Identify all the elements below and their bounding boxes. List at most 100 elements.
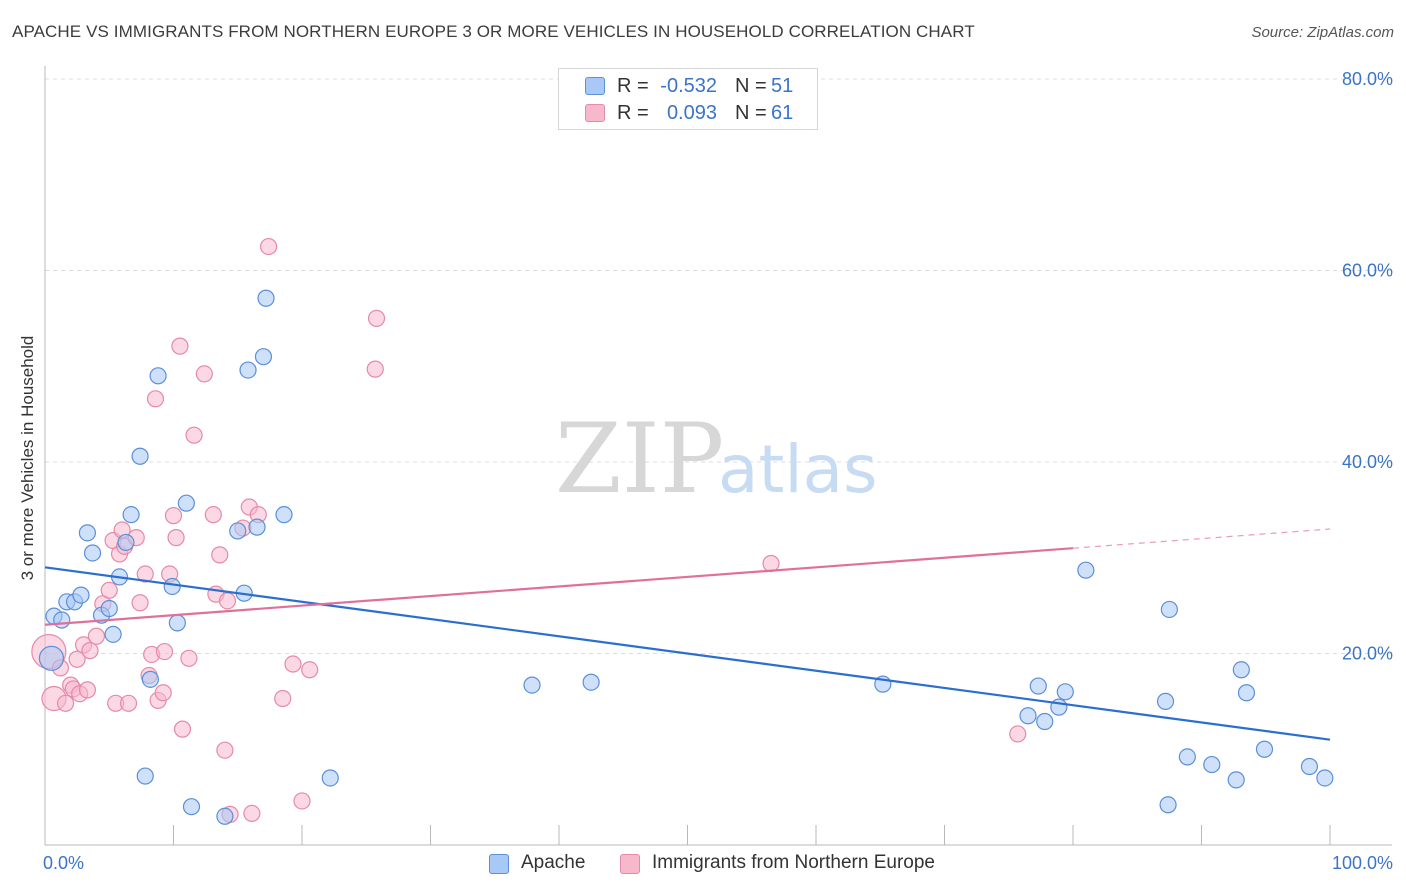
immigrants-point: [68, 650, 86, 668]
apache-point: [1227, 771, 1245, 789]
apache-point: [182, 798, 201, 816]
immigrants-point: [119, 694, 138, 712]
apache-points: [38, 289, 1334, 825]
immigrants-point: [284, 655, 302, 673]
apache-point: [136, 767, 154, 785]
immigrants-points: [31, 237, 1027, 823]
apache-point: [72, 586, 90, 604]
apache-point: [1056, 683, 1074, 701]
immigrants-point: [154, 684, 172, 702]
trend-lines: [44, 528, 1331, 741]
apache-point: [1178, 748, 1196, 766]
legend-n-label: N =: [735, 75, 767, 97]
immigrants-swatch: [620, 854, 640, 874]
apache-point: [239, 361, 257, 379]
source-label: Source: ZipAtlas.com: [1251, 24, 1394, 41]
immigrants-point: [81, 642, 99, 660]
apache-point: [1316, 769, 1334, 787]
legend-label-immigrants: Immigrants from Northern Europe: [652, 852, 935, 873]
apache-point: [1019, 707, 1037, 725]
legend-r-label: R =: [617, 75, 649, 97]
immigrants-point: [131, 594, 149, 612]
immigrants-point: [762, 554, 780, 573]
correlation-legend: R = -0.532 N = 51 R = 0.093 N = 61: [558, 68, 818, 130]
immigrants-point: [259, 237, 278, 256]
x-tick-label: 100.0%: [1332, 853, 1393, 873]
immigrants-point: [243, 804, 261, 823]
immigrants-point: [173, 720, 192, 738]
apache-point: [131, 447, 149, 465]
immigrants-point: [195, 365, 213, 383]
x-tick-label: 0.0%: [43, 853, 84, 873]
y-tick-label: 40.0%: [1342, 452, 1393, 472]
legend-n-value: 51: [771, 75, 794, 97]
apache-point: [1077, 561, 1095, 579]
apache-point: [216, 807, 234, 825]
immigrants-swatch: [585, 104, 605, 122]
immigrants-point: [171, 337, 189, 355]
immigrants-point: [155, 642, 174, 661]
apache-point: [1203, 755, 1221, 774]
apache-point: [257, 289, 275, 307]
immigrants-point: [301, 661, 319, 679]
apache-point: [117, 533, 135, 552]
series-legend: Apache Immigrants from Northern Europe: [0, 852, 1406, 878]
immigrants-point: [146, 390, 165, 408]
apache-point: [122, 506, 140, 524]
legend-r-label: R =: [617, 102, 649, 124]
apache-point: [1160, 600, 1178, 619]
immigrants-point: [274, 689, 292, 708]
immigrants-point: [367, 309, 386, 327]
immigrants-point: [211, 546, 229, 564]
apache-point: [177, 494, 195, 512]
immigrants-point: [180, 649, 198, 667]
apache-swatch: [585, 77, 605, 95]
apache-point: [321, 769, 339, 787]
legend-n-label: N =: [735, 102, 767, 124]
legend-label-apache: Apache: [521, 852, 586, 873]
apache-point: [38, 645, 65, 671]
apache-point: [1159, 796, 1177, 814]
immigrants-point: [164, 507, 183, 525]
legend-n-value: 61: [771, 102, 794, 124]
legend-row-immigrants: R = 0.093 N = 61: [559, 101, 817, 127]
apache-point: [53, 611, 71, 629]
legend-r-value: 0.093: [666, 102, 717, 124]
watermark: ZIP atlas: [555, 403, 878, 515]
apache-point: [1232, 661, 1250, 679]
immigrants-trend-extension: [1072, 528, 1331, 549]
immigrants-trend-line: [44, 547, 1074, 626]
legend-row-apache: R = -0.532 N = 51: [559, 74, 817, 100]
apache-point: [83, 544, 102, 562]
immigrants-point: [100, 581, 118, 599]
apache-point: [78, 524, 97, 542]
apache-point: [1029, 677, 1047, 695]
apache-point: [1300, 757, 1319, 776]
apache-trend-line: [44, 566, 1331, 741]
apache-point: [1036, 712, 1054, 731]
grid: [45, 78, 1392, 654]
immigrants-point: [136, 565, 154, 583]
immigrants-point: [216, 741, 234, 759]
immigrants-point: [218, 592, 237, 610]
apache-point: [275, 506, 293, 524]
legend-r-value: -0.532: [660, 75, 717, 97]
apache-point: [523, 676, 541, 694]
immigrants-point: [366, 360, 384, 378]
immigrants-point: [78, 681, 97, 699]
chart-title: APACHE VS IMMIGRANTS FROM NORTHERN EUROP…: [12, 22, 975, 41]
apache-point: [100, 599, 118, 618]
y-tick-label: 80.0%: [1342, 69, 1393, 89]
tick-labels: 20.0% 40.0% 60.0% 80.0% 0.0% 100.0%: [43, 69, 1393, 873]
apache-point: [104, 625, 122, 643]
immigrants-point: [185, 426, 203, 444]
apache-point: [141, 670, 159, 688]
apache-point: [1156, 692, 1175, 710]
immigrants-point: [167, 529, 185, 547]
apache-point: [248, 518, 266, 536]
immigrants-point: [56, 694, 75, 712]
apache-swatch: [489, 854, 509, 874]
immigrants-point: [1009, 725, 1027, 743]
apache-point: [582, 673, 600, 691]
